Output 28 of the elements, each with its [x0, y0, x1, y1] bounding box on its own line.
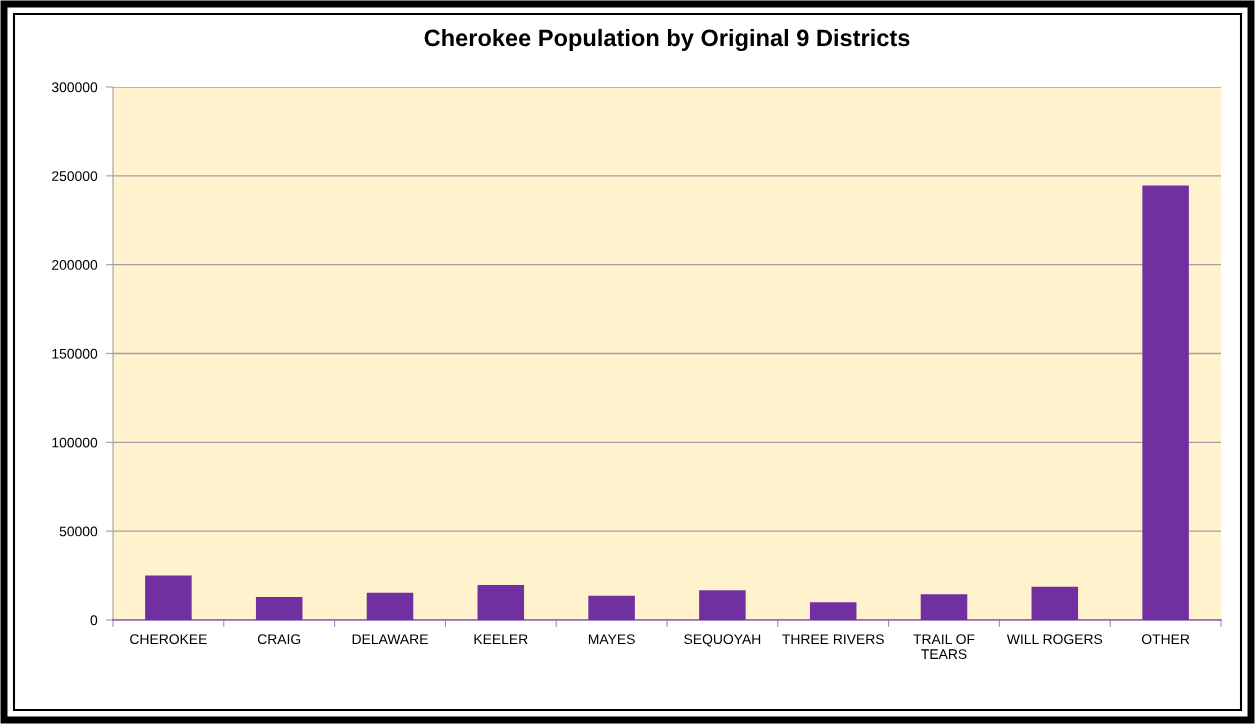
- x-tick-label: OTHER: [1141, 634, 1190, 645]
- x-tick-label: KEELER: [474, 634, 528, 644]
- x-tick-label: TRAIL OF TEARS: [913, 634, 975, 660]
- x-tick-label: CHEROKEE: [130, 634, 207, 645]
- x-tick-label: DELAWARE: [352, 634, 428, 644]
- bar: [366, 592, 414, 620]
- bar: [255, 596, 303, 620]
- x-tick-label: MAYES: [588, 634, 635, 645]
- bar: [1142, 185, 1189, 620]
- chart-title: Cherokee Population by Original 9 Districts: [424, 28, 910, 52]
- bar: [809, 602, 857, 620]
- x-tick-label: SEQUOYAH: [684, 634, 761, 647]
- bar: [477, 585, 525, 620]
- y-tick-label: 200000: [52, 260, 98, 270]
- y-tick-label: 0: [90, 615, 98, 626]
- x-tick-label: THREE RIVERS: [782, 634, 884, 645]
- bar: [1031, 586, 1079, 620]
- y-tick-label: 250000: [52, 171, 98, 181]
- x-tick-label: WILL ROGERS: [1006, 634, 1103, 645]
- bar: [145, 575, 192, 620]
- bar: [920, 594, 968, 620]
- x-tick-label: CRAIG: [257, 634, 301, 645]
- y-tick-label: 100000: [52, 437, 98, 448]
- bar: [699, 590, 746, 620]
- y-tick-label: 50000: [59, 526, 98, 537]
- y-tick-label: 300000: [51, 82, 98, 93]
- y-tick-label: 150000: [52, 348, 98, 359]
- bar: [588, 595, 635, 620]
